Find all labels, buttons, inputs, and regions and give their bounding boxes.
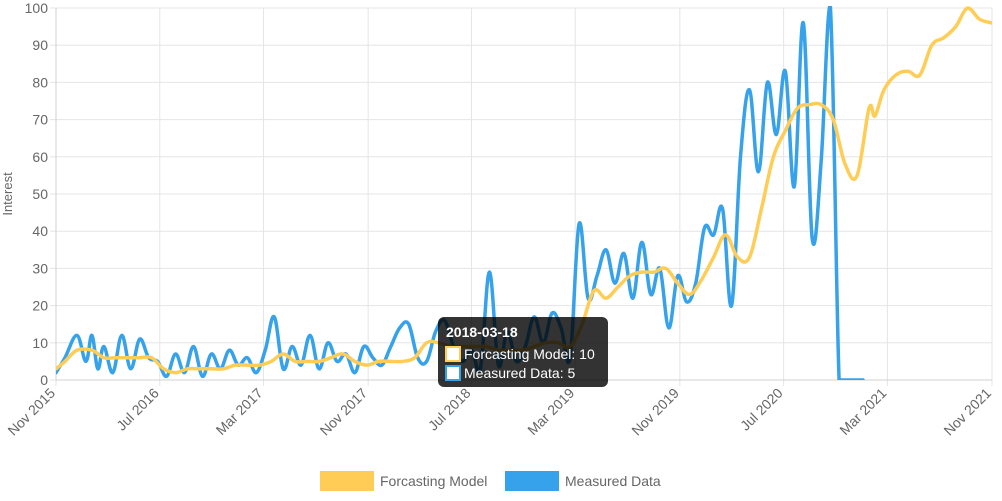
data-tooltip: 2018-03-18 Forcasting Model: 10 Measured… xyxy=(438,317,608,387)
y-tick-label: 30 xyxy=(32,260,48,276)
legend-item-forecast[interactable]: Forcasting Model xyxy=(320,471,487,491)
tooltip-title: 2018-03-18 xyxy=(446,324,518,340)
y-tick-label: 20 xyxy=(32,298,48,314)
legend-label-measured: Measured Data xyxy=(565,473,661,489)
x-tick-label: Nov 2019 xyxy=(628,385,682,439)
legend-label-forecast: Forcasting Model xyxy=(380,473,487,489)
tooltip-forecast-value: Forcasting Model: 10 xyxy=(464,346,595,362)
tooltip-measured-value: Measured Data: 5 xyxy=(464,365,575,381)
y-tick-label: 70 xyxy=(32,112,48,128)
x-tick-label: Nov 2021 xyxy=(940,385,994,439)
tooltip-swatch-forecast xyxy=(445,346,461,362)
x-tick-label: Nov 2017 xyxy=(317,385,371,439)
y-tick-label: 80 xyxy=(32,74,48,90)
y-tick-label: 100 xyxy=(25,0,49,16)
y-tick-label: 90 xyxy=(32,37,48,53)
chart-legend: Forcasting Model Measured Data xyxy=(320,471,661,491)
x-tick-label: Jul 2020 xyxy=(737,385,786,434)
legend-item-measured[interactable]: Measured Data xyxy=(505,471,661,491)
y-tick-label: 60 xyxy=(32,149,48,165)
x-tick-label: Mar 2021 xyxy=(836,385,889,438)
tooltip-swatch-measured xyxy=(445,365,461,381)
legend-swatch-forecast xyxy=(320,471,374,491)
series-line-measured xyxy=(56,6,865,380)
y-axis-ticks: 0 10 20 30 40 50 60 70 80 90 100 xyxy=(25,0,49,388)
tooltip-background xyxy=(438,317,608,387)
x-tick-label: Jul 2018 xyxy=(425,385,474,434)
y-tick-label: 50 xyxy=(32,186,48,202)
x-tick-label: Jul 2016 xyxy=(113,385,162,434)
y-tick-label: 40 xyxy=(32,223,48,239)
y-tick-label: 10 xyxy=(32,335,48,351)
y-tick-label: 0 xyxy=(40,372,48,388)
x-tick-label: Mar 2019 xyxy=(524,385,577,438)
x-tick-label: Mar 2017 xyxy=(213,385,266,438)
y-axis-title: Interest xyxy=(0,172,15,216)
x-tick-label: Nov 2015 xyxy=(4,385,58,439)
legend-swatch-measured xyxy=(505,471,559,491)
x-axis-ticks: Nov 2015 Jul 2016 Mar 2017 Nov 2017 Jul 2018… xyxy=(4,385,994,439)
